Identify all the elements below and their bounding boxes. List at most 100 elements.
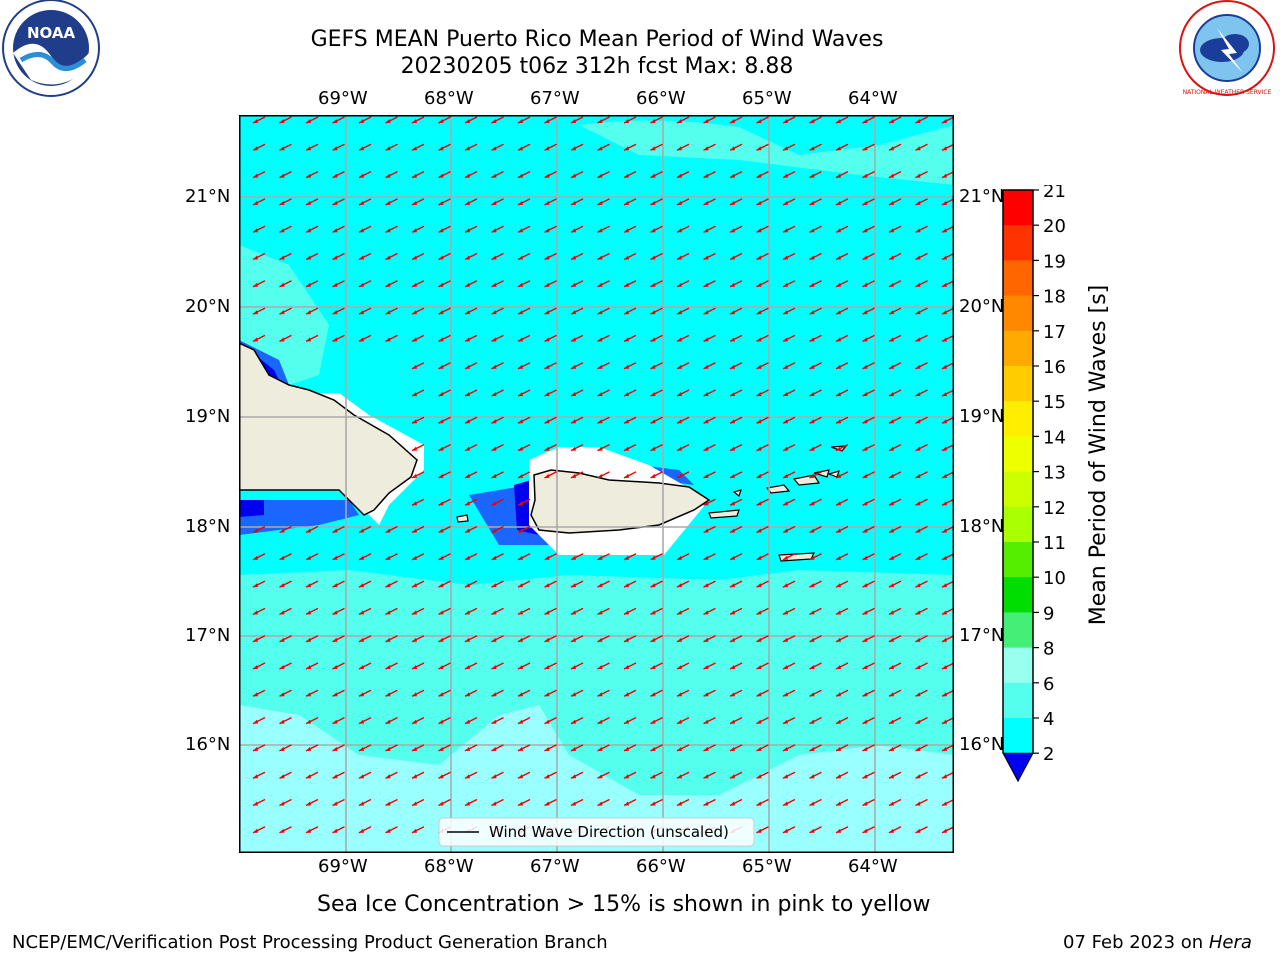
legend-label: Wind Wave Direction (unscaled): [489, 823, 729, 841]
wave-arrowhead: [306, 228, 311, 233]
wave-arrowhead: [465, 255, 470, 260]
wave-arrowhead: [306, 719, 311, 724]
wave-arrowhead: [412, 528, 417, 533]
wave-arrowhead: [730, 228, 735, 233]
colorbar-extend-arrow: [1002, 752, 1034, 783]
wave-arrowhead: [783, 637, 788, 642]
wave-arrowhead: [518, 255, 523, 260]
wave-arrowhead: [836, 392, 841, 396]
wave-arrowhead: [465, 746, 470, 751]
wave-arrowhead: [518, 173, 523, 178]
wave-arrowhead: [783, 310, 788, 315]
wave-arrowhead: [730, 200, 735, 205]
wave-arrowhead: [942, 473, 947, 478]
wave-arrowhead: [306, 255, 311, 260]
wave-arrowhead: [650, 801, 656, 806]
wave-arrowhead: [650, 255, 656, 260]
wave-arrowhead: [279, 637, 285, 642]
wave-arrowhead: [915, 555, 921, 560]
wave-arrowhead: [703, 228, 709, 233]
wave-arrowhead: [942, 419, 947, 424]
wave-arrowhead: [942, 282, 947, 287]
wave-arrowhead: [491, 364, 497, 369]
colorbar-label: Mean Period of Wind Waves [s]: [1086, 285, 1111, 625]
wave-arrowhead: [862, 610, 868, 615]
wave-arrowhead: [279, 610, 285, 615]
nws-logo: NATIONAL WEATHER SERVICE: [1179, 0, 1275, 96]
wave-arrowhead: [942, 146, 947, 151]
wave-arrowhead: [862, 337, 868, 342]
wave-arrowhead: [756, 692, 762, 697]
wave-arrowhead: [279, 801, 285, 806]
wave-arrowhead: [359, 828, 364, 833]
wave-arrowhead: [677, 419, 682, 424]
wave-arrowhead: [491, 801, 497, 806]
wave-arrowhead: [571, 255, 576, 260]
wave-arrowhead: [677, 473, 682, 478]
wave-arrowhead: [730, 364, 735, 369]
wave-arrowhead: [544, 228, 550, 233]
lon-label: 64°W: [848, 856, 898, 877]
wave-arrowhead: [703, 555, 709, 560]
wave-arrowhead: [862, 392, 868, 396]
wave-arrowhead: [306, 692, 311, 697]
wave-arrowhead: [862, 173, 868, 178]
footer-right: 07 Feb 2023 on Hera: [1063, 932, 1252, 954]
wave-arrowhead: [253, 119, 258, 123]
wave-arrowhead: [332, 255, 338, 260]
wave-arrowhead: [412, 473, 417, 478]
wave-arrowhead: [836, 555, 841, 560]
wave-arrowhead: [756, 501, 762, 506]
lat-label: 17°N: [959, 625, 1005, 646]
map-legend: Wind Wave Direction (unscaled): [438, 817, 755, 847]
wave-arrowhead: [650, 119, 656, 123]
wave-arrowhead: [809, 774, 815, 779]
wave-arrowhead: [783, 665, 788, 669]
wave-arrowhead: [783, 501, 788, 506]
wave-arrowhead: [809, 200, 815, 205]
wave-arrowhead: [809, 446, 815, 451]
wave-arrowhead: [730, 746, 735, 751]
wave-arrowhead: [491, 228, 497, 233]
wave-arrowhead: [809, 828, 815, 833]
lon-label: 65°W: [742, 88, 792, 109]
wave-arrowhead: [518, 337, 523, 342]
lon-label: 67°W: [530, 856, 580, 877]
wave-arrowhead: [359, 119, 364, 123]
wave-arrowhead: [491, 173, 497, 178]
wave-arrowhead: [783, 801, 788, 806]
wave-arrowhead: [412, 719, 417, 724]
wave-arrowhead: [359, 583, 364, 588]
wave-arrowhead: [571, 692, 576, 697]
lat-label: 16°N: [185, 734, 231, 755]
wave-arrowhead: [677, 392, 682, 396]
wave-arrowhead: [677, 583, 682, 588]
wave-arrowhead: [491, 392, 497, 396]
wave-arrowhead: [544, 364, 550, 369]
wave-arrowhead: [730, 446, 735, 451]
wave-arrowhead: [650, 665, 656, 669]
wave-arrowhead: [518, 501, 523, 506]
wave-arrowhead: [809, 555, 815, 560]
wave-arrowhead: [836, 774, 841, 779]
wave-arrowhead: [438, 419, 444, 424]
wave-arrowhead: [677, 119, 682, 123]
wave-arrowhead: [438, 610, 444, 615]
wave-period-lightest-region: [239, 705, 954, 853]
wave-arrowhead: [915, 583, 921, 588]
wave-arrowhead: [703, 119, 709, 123]
wave-arrowhead: [730, 173, 735, 178]
wave-arrowhead: [756, 255, 762, 260]
wave-arrowhead: [730, 255, 735, 260]
wave-arrowhead: [412, 173, 417, 178]
wave-arrowhead: [571, 801, 576, 806]
wave-arrowhead: [650, 610, 656, 615]
wave-arrowhead: [783, 364, 788, 369]
wave-arrowhead: [597, 173, 603, 178]
chart-subtitle: 20230205 t06z 312h fcst Max: 8.88: [400, 54, 794, 79]
wave-arrowhead: [703, 746, 709, 751]
wave-arrowhead: [544, 719, 550, 724]
wave-arrowhead: [279, 774, 285, 779]
wave-arrowhead: [518, 200, 523, 205]
wave-arrowhead: [836, 501, 841, 506]
